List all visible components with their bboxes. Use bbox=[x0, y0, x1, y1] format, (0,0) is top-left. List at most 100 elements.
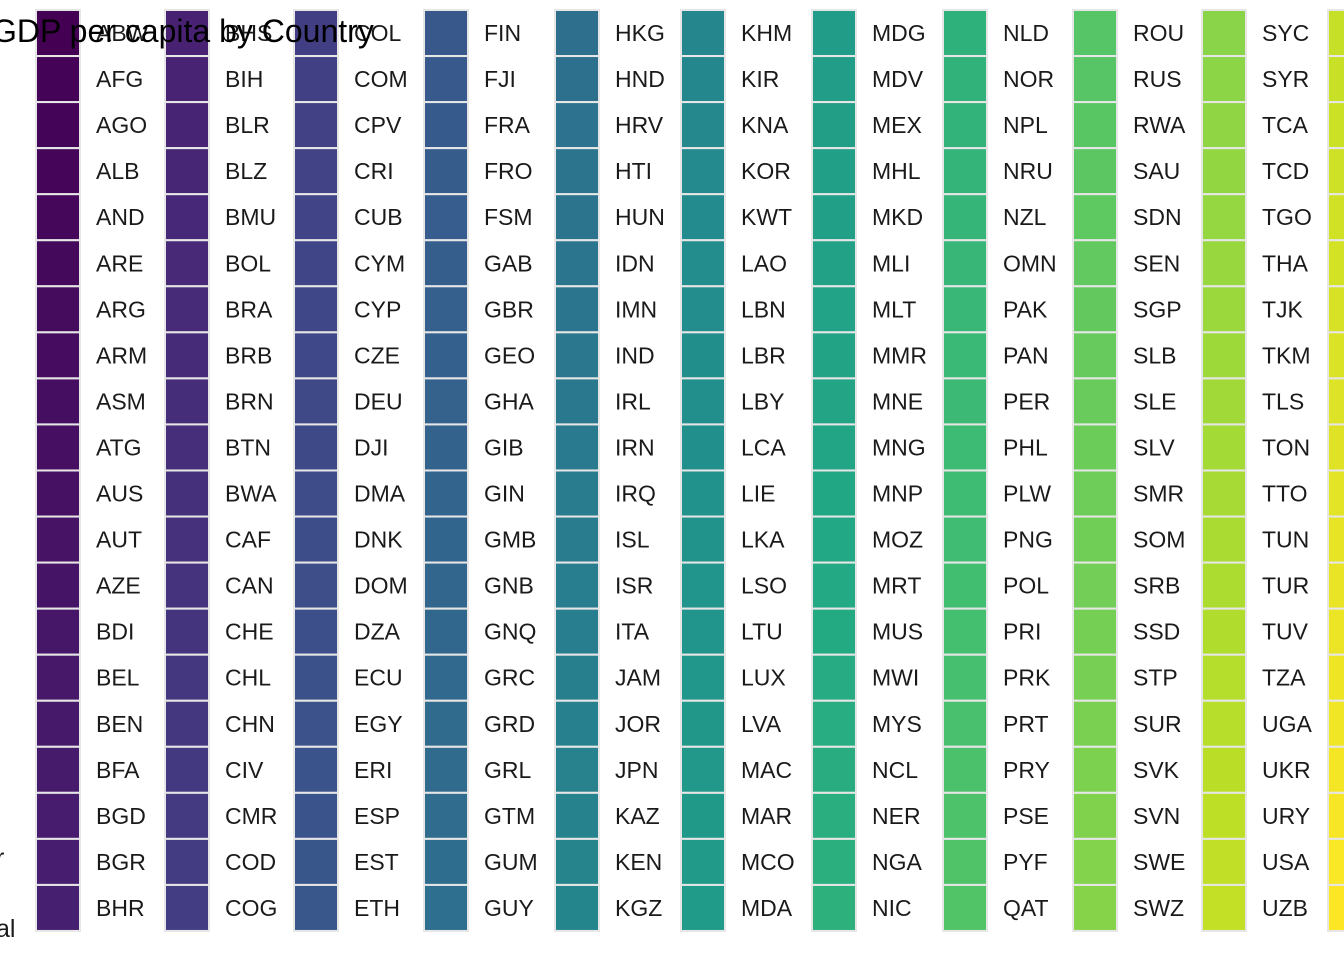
country-code-label: SAU bbox=[1133, 158, 1180, 184]
heatmap-cell bbox=[164, 515, 210, 564]
heatmap-cell bbox=[35, 699, 81, 748]
heatmap-cell bbox=[1072, 147, 1118, 196]
country-code-label: SLE bbox=[1133, 388, 1176, 414]
country-code-label: LBR bbox=[741, 342, 786, 368]
country-code-label: LVA bbox=[741, 711, 782, 737]
heatmap-cell bbox=[293, 469, 339, 518]
country-code-label: MHL bbox=[872, 158, 921, 184]
heatmap-cell bbox=[1327, 423, 1344, 472]
country-code-label: BMU bbox=[225, 204, 276, 230]
heatmap-cell bbox=[680, 101, 726, 150]
heatmap-cell bbox=[1327, 147, 1344, 196]
country-code-label: TJK bbox=[1262, 296, 1304, 322]
country-code-label: BEL bbox=[96, 665, 140, 691]
heatmap-cell bbox=[811, 791, 857, 840]
heatmap-cell bbox=[554, 331, 600, 380]
heatmap-cell bbox=[554, 837, 600, 886]
heatmap-cell bbox=[680, 837, 726, 886]
country-code-label: MNE bbox=[872, 388, 923, 414]
country-code-label: GBR bbox=[484, 296, 534, 322]
heatmap-cell bbox=[554, 9, 600, 57]
country-code-label: CHN bbox=[225, 711, 275, 737]
country-code-label: ASM bbox=[96, 388, 146, 414]
country-code-label: SWE bbox=[1133, 849, 1185, 875]
heatmap-cell bbox=[1327, 791, 1344, 840]
heatmap-cell bbox=[164, 193, 210, 242]
country-code-label: BWA bbox=[225, 481, 277, 507]
heatmap-cell bbox=[35, 515, 81, 564]
country-code-label: CZE bbox=[354, 342, 400, 368]
heatmap-cell bbox=[164, 377, 210, 426]
heatmap-cell bbox=[680, 791, 726, 840]
country-code-label: BGD bbox=[96, 803, 146, 829]
heatmap-cell bbox=[164, 239, 210, 288]
country-code-label: GAB bbox=[484, 250, 533, 276]
country-code-label: TUV bbox=[1262, 619, 1309, 645]
country-code-label: TTO bbox=[1262, 481, 1308, 507]
heatmap-cell bbox=[1201, 193, 1247, 242]
heatmap-cell bbox=[680, 55, 726, 104]
country-code-label: URY bbox=[1262, 803, 1310, 829]
heatmap-cell bbox=[1201, 9, 1247, 57]
country-code-label: IMN bbox=[615, 296, 657, 322]
heatmap-cell bbox=[554, 515, 600, 564]
country-code-label: TZA bbox=[1262, 665, 1306, 691]
heatmap-cell bbox=[293, 561, 339, 610]
country-code-label: KEN bbox=[615, 849, 662, 875]
heatmap-cell bbox=[164, 331, 210, 380]
country-code-label: NLD bbox=[1003, 20, 1049, 46]
country-code-label: EGY bbox=[354, 711, 403, 737]
country-code-label: LUX bbox=[741, 665, 786, 691]
country-code-label: MYS bbox=[872, 711, 922, 737]
heatmap-cell bbox=[811, 607, 857, 656]
heatmap-cell bbox=[423, 883, 469, 932]
country-code-label: IND bbox=[615, 342, 655, 368]
heatmap-cell bbox=[1327, 653, 1344, 702]
country-code-label: IRQ bbox=[615, 481, 656, 507]
heatmap-cell bbox=[423, 331, 469, 380]
heatmap-cell bbox=[811, 837, 857, 886]
country-code-label: FJI bbox=[484, 66, 516, 92]
country-code-label: KIR bbox=[741, 66, 779, 92]
country-code-label: MOZ bbox=[872, 527, 923, 553]
country-code-label: QAT bbox=[1003, 895, 1049, 921]
country-code-label: HKG bbox=[615, 20, 665, 46]
country-code-label: SGP bbox=[1133, 296, 1182, 322]
country-code-label: SYR bbox=[1262, 66, 1309, 92]
heatmap-cell bbox=[811, 883, 857, 932]
country-code-label: AFG bbox=[96, 66, 143, 92]
heatmap-cell bbox=[164, 653, 210, 702]
heatmap-cell bbox=[942, 561, 988, 610]
heatmap-cell bbox=[1327, 239, 1344, 288]
heatmap-cell bbox=[811, 515, 857, 564]
heatmap-cell bbox=[1072, 469, 1118, 518]
heatmap-cell bbox=[1072, 101, 1118, 150]
heatmap-cell bbox=[423, 561, 469, 610]
country-code-label: MWI bbox=[872, 665, 919, 691]
heatmap-cell bbox=[1072, 653, 1118, 702]
country-code-label: NPL bbox=[1003, 112, 1048, 138]
country-code-label: DJI bbox=[354, 434, 389, 460]
heatmap-cell bbox=[1072, 285, 1118, 334]
heatmap-cell bbox=[293, 147, 339, 196]
country-code-label: KAZ bbox=[615, 803, 660, 829]
heatmap-cell bbox=[1327, 745, 1344, 794]
country-code-label: TLS bbox=[1262, 388, 1304, 414]
country-code-label: KNA bbox=[741, 112, 789, 138]
country-code-label: FRO bbox=[484, 158, 533, 184]
country-code-label: LKA bbox=[741, 527, 785, 553]
heatmap-cell bbox=[293, 515, 339, 564]
heatmap-cell bbox=[1327, 837, 1344, 886]
country-code-label: ARG bbox=[96, 296, 146, 322]
heatmap-cell bbox=[35, 837, 81, 886]
heatmap-cell bbox=[554, 377, 600, 426]
country-code-label: BRN bbox=[225, 388, 274, 414]
heatmap-cell bbox=[1327, 515, 1344, 564]
heatmap-cell bbox=[423, 791, 469, 840]
heatmap-cell bbox=[554, 423, 600, 472]
heatmap-cell bbox=[423, 55, 469, 104]
country-code-label: DMA bbox=[354, 481, 406, 507]
heatmap-cell bbox=[680, 285, 726, 334]
heatmap-cell bbox=[942, 423, 988, 472]
heatmap-cell bbox=[942, 193, 988, 242]
